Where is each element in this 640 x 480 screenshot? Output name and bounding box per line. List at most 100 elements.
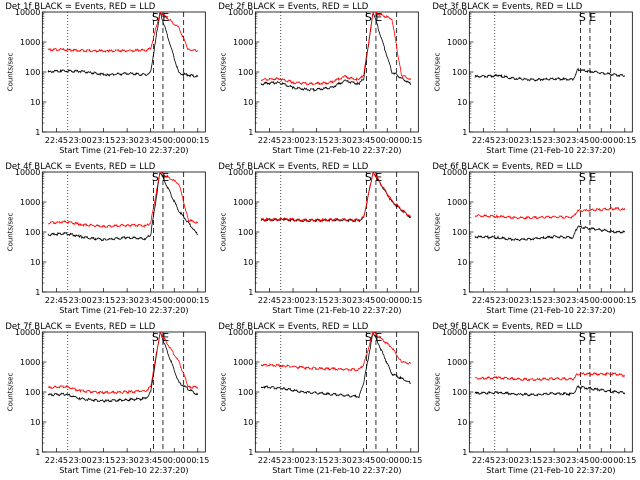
x-tick-label: 23:30	[116, 456, 139, 465]
y-tick-label: 10000	[442, 168, 467, 177]
y-axis-label: Counts/sec	[220, 53, 228, 92]
x-tick-label: 23:30	[329, 136, 352, 145]
y-tick-label: 10000	[442, 328, 467, 337]
y-tick-label: 10000	[228, 8, 253, 17]
y-tick-label: 1000	[20, 358, 40, 367]
plot-title: Det 7f BLACK = Events, RED = LLD	[5, 322, 155, 332]
plot-frame	[468, 11, 633, 133]
x-tick-label: 23:45	[139, 456, 162, 465]
marker-label-e: E	[376, 171, 383, 184]
events-series-line	[47, 332, 199, 403]
x-tick-label: 22:45	[45, 136, 68, 145]
x-tick-label: 23:15	[92, 456, 115, 465]
plot-title: Det 3f BLACK = Events, RED = LLD	[432, 2, 582, 12]
y-tick-label: 100	[452, 68, 467, 77]
marker-label-e: E	[589, 171, 596, 184]
lld-series-line	[47, 172, 199, 228]
x-axis-label: Start Time (21-Feb-10 22:37:20)	[273, 466, 402, 475]
detector-plot-5: Det 5f BLACK = Events, RED = LLD 1 10 100 10…	[219, 162, 423, 315]
lld-series-line	[261, 12, 412, 86]
x-tick-label: 00:15	[613, 136, 636, 145]
detector-plot-4: Det 4f BLACK = Events, RED = LLD 1 10 100 10…	[5, 162, 209, 315]
y-tick-label: 1000	[447, 198, 467, 207]
y-tick-label: 1	[462, 128, 467, 137]
plot-frame	[255, 11, 420, 133]
x-tick-label: 23:15	[305, 136, 328, 145]
y-axis-label: Counts/sec	[433, 53, 441, 92]
lld-series-line	[474, 371, 625, 382]
x-axis-label: Start Time (21-Feb-10 22:37:20)	[59, 306, 188, 315]
lld-series-line	[261, 172, 412, 223]
marker-label-s: S	[152, 11, 159, 24]
x-tick-label: 23:45	[139, 296, 162, 305]
x-tick-label: 23:00	[282, 296, 305, 305]
x-tick-label: 22:45	[472, 136, 495, 145]
x-tick-label: 00:15	[613, 456, 636, 465]
y-tick-label: 1	[35, 448, 40, 457]
x-tick-label: 00:00	[376, 296, 399, 305]
y-tick-label: 1000	[20, 38, 40, 47]
x-tick-label: 23:15	[305, 296, 328, 305]
x-tick-label: 22:45	[258, 456, 281, 465]
y-tick-label: 100	[238, 68, 253, 77]
x-axis-label: Start Time (21-Feb-10 22:37:20)	[59, 466, 188, 475]
y-tick-label: 1	[249, 288, 254, 297]
plot-title: Det 9f BLACK = Events, RED = LLD	[432, 322, 582, 332]
plot-frame	[41, 11, 206, 133]
detector-plot-3: Det 3f BLACK = Events, RED = LLD 1 10 100 10…	[432, 2, 636, 155]
x-tick-label: 00:15	[186, 136, 209, 145]
marker-label-e: E	[162, 11, 169, 24]
x-tick-label: 23:30	[329, 456, 352, 465]
x-tick-label: 23:00	[495, 136, 518, 145]
x-tick-label: 23:00	[282, 136, 305, 145]
x-tick-label: 22:45	[258, 136, 281, 145]
x-tick-label: 00:00	[163, 136, 186, 145]
detector-plot-6: Det 6f BLACK = Events, RED = LLD 1 10 100 10…	[432, 162, 636, 315]
plot-frame	[41, 331, 206, 453]
x-tick-label: 23:30	[542, 296, 565, 305]
events-series-line	[474, 67, 625, 82]
x-axis-label: Start Time (21-Feb-10 22:37:20)	[273, 146, 402, 155]
y-tick-label: 10000	[442, 8, 467, 17]
marker-label-e: E	[589, 331, 596, 344]
x-tick-label: 23:30	[542, 136, 565, 145]
events-series-line	[47, 172, 199, 242]
x-axis-label: Start Time (21-Feb-10 22:37:20)	[486, 146, 615, 155]
marker-label-s: S	[579, 331, 586, 344]
x-tick-label: 23:15	[519, 456, 542, 465]
x-tick-label: 23:15	[519, 136, 542, 145]
detector-plot-9: Det 9f BLACK = Events, RED = LLD 1 10 100 10…	[432, 322, 636, 475]
marker-label-s: S	[365, 11, 372, 24]
y-tick-label: 1	[35, 288, 40, 297]
y-axis-label: Counts/sec	[433, 373, 441, 412]
y-tick-label: 1	[462, 448, 467, 457]
x-tick-label: 22:45	[472, 456, 495, 465]
y-tick-label: 10	[457, 98, 467, 107]
marker-label-s: S	[152, 331, 159, 344]
plot-title: Det 8f BLACK = Events, RED = LLD	[219, 322, 369, 332]
marker-label-s: S	[365, 171, 372, 184]
y-tick-label: 1000	[447, 358, 467, 367]
x-tick-label: 23:00	[68, 136, 91, 145]
x-tick-label: 23:00	[68, 456, 91, 465]
x-tick-label: 23:45	[139, 136, 162, 145]
x-tick-label: 00:15	[186, 456, 209, 465]
x-tick-label: 23:30	[329, 296, 352, 305]
events-series-line	[474, 384, 625, 397]
x-tick-label: 23:00	[282, 456, 305, 465]
x-tick-label: 22:45	[472, 296, 495, 305]
x-tick-label: 00:00	[163, 296, 186, 305]
y-tick-label: 1	[249, 128, 254, 137]
detector-plot-2: Det 2f BLACK = Events, RED = LLD 1 10 100 10…	[219, 2, 423, 155]
y-tick-label: 10000	[228, 168, 253, 177]
x-tick-label: 00:15	[400, 456, 423, 465]
marker-label-e: E	[376, 11, 383, 24]
x-tick-label: 23:45	[566, 456, 589, 465]
x-tick-label: 23:45	[352, 296, 375, 305]
plot-frame	[255, 171, 420, 293]
x-axis-label: Start Time (21-Feb-10 22:37:20)	[273, 306, 402, 315]
x-tick-label: 00:00	[376, 136, 399, 145]
events-series-line	[260, 12, 412, 93]
y-tick-label: 1000	[233, 38, 253, 47]
y-tick-label: 100	[25, 68, 40, 77]
